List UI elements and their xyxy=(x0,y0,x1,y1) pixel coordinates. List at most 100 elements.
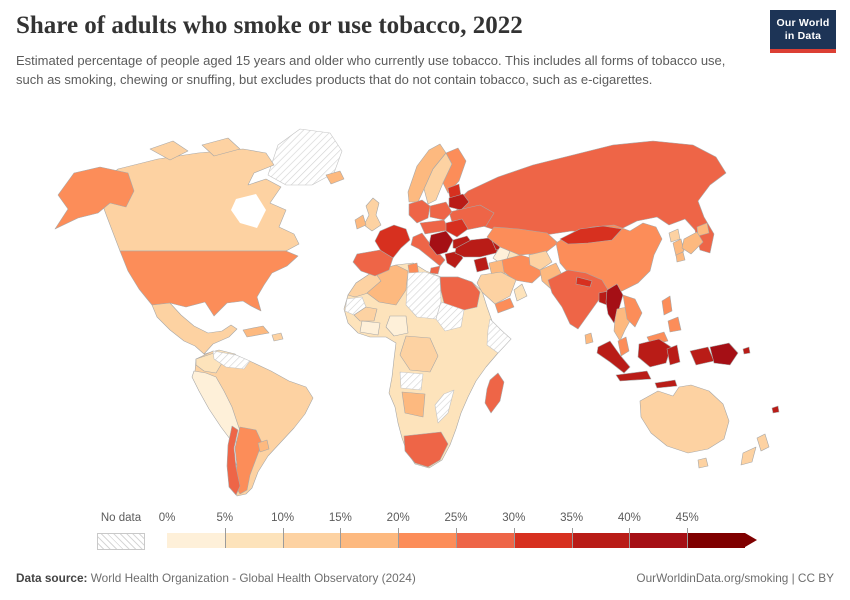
map-region-indonesia-lesser-sunda[interactable] xyxy=(654,379,678,389)
legend-bin-20[interactable] xyxy=(398,533,456,548)
owid-logo[interactable]: Our World in Data xyxy=(770,10,836,54)
map-region-south-africa[interactable] xyxy=(403,431,449,468)
owid-logo-line2: in Data xyxy=(784,30,822,43)
legend-tick-label: 15% xyxy=(328,512,352,524)
map-region-canada-island1[interactable] xyxy=(149,140,189,161)
map-region-spain[interactable] xyxy=(352,249,394,277)
data-source-value: World Health Organization - Global Healt… xyxy=(87,571,416,585)
map-region-namibia-botswana[interactable] xyxy=(401,391,426,418)
map-region-sicily[interactable] xyxy=(429,265,441,275)
map-region-hispaniola[interactable] xyxy=(271,332,284,342)
map-region-united-states[interactable] xyxy=(119,250,299,317)
legend-no-data: No data xyxy=(97,512,145,550)
legend-arrow xyxy=(745,533,757,547)
legend-bin-25[interactable] xyxy=(455,533,514,548)
map-region-yemen[interactable] xyxy=(494,297,515,314)
legend-bin-40[interactable] xyxy=(629,533,688,548)
map-region-balkans[interactable] xyxy=(428,230,454,256)
map-region-canada[interactable] xyxy=(95,148,300,252)
map-region-dr-congo[interactable] xyxy=(399,335,439,373)
map-region-south-korea[interactable] xyxy=(672,238,685,257)
map-region-uruguay[interactable] xyxy=(257,439,270,453)
map-region-somalia[interactable] xyxy=(486,318,512,354)
map-region-alaska[interactable] xyxy=(54,166,135,230)
chart-subtitle: Estimated percentage of people aged 15 y… xyxy=(16,53,726,87)
legend-bin-15[interactable] xyxy=(340,533,399,548)
legend-bin-45[interactable] xyxy=(687,533,745,548)
map-region-indonesia-kalimantan[interactable] xyxy=(637,338,672,368)
legend-no-data-label: No data xyxy=(100,512,142,524)
legend-tick-label: 35% xyxy=(560,512,584,524)
map-region-indonesia-sumatra[interactable] xyxy=(596,340,631,374)
map-region-united-kingdom[interactable] xyxy=(363,197,382,232)
legend-tick-labels: 0% 5% 10% 15% 20% 25% 30% 35% 40% 45% xyxy=(159,512,757,528)
map-region-ghana[interactable] xyxy=(359,320,381,336)
map-region-solomon-islands[interactable] xyxy=(742,346,751,355)
map-region-india[interactable] xyxy=(547,269,609,330)
map-region-vietnam-laos[interactable] xyxy=(622,294,643,328)
legend-bin-5[interactable] xyxy=(224,533,283,548)
map-region-fiji[interactable] xyxy=(771,405,780,414)
map-region-australia[interactable] xyxy=(639,384,730,454)
world-map xyxy=(0,115,850,505)
map-region-north-korea[interactable] xyxy=(668,228,681,243)
map-region-afghanistan[interactable] xyxy=(528,250,553,271)
page-title: Share of adults who smoke or use tobacco… xyxy=(16,12,523,39)
map-region-canada-island2[interactable] xyxy=(201,137,241,157)
map-region-mauritania[interactable] xyxy=(353,306,378,322)
data-source-label: Data source: xyxy=(16,571,88,585)
map-region-russia[interactable] xyxy=(452,140,727,254)
map-region-madagascar[interactable] xyxy=(484,372,505,414)
map-region-philippines-luzon[interactable] xyxy=(661,295,673,316)
map-region-romania[interactable] xyxy=(445,218,469,238)
map-region-angola[interactable] xyxy=(399,371,424,391)
legend-bin-35[interactable] xyxy=(571,533,630,548)
legend-bin-30[interactable] xyxy=(513,533,572,548)
map-region-nigeria[interactable] xyxy=(385,315,409,337)
map-region-nepal[interactable] xyxy=(575,276,593,288)
legend-tick-label: 5% xyxy=(216,512,234,524)
legend-tick-label: 0% xyxy=(158,512,176,524)
map-region-malaysia-peninsula[interactable] xyxy=(617,336,630,357)
map-region-egypt[interactable] xyxy=(439,276,481,311)
map-region-iceland[interactable] xyxy=(325,170,345,185)
map-region-philippines-mindanao[interactable] xyxy=(667,316,682,333)
map-region-sri-lanka[interactable] xyxy=(584,332,594,345)
map-region-ireland[interactable] xyxy=(354,214,367,230)
map-region-argentina[interactable] xyxy=(233,426,263,495)
legend-bin-0[interactable] xyxy=(167,533,225,548)
map-region-saudi-arabia[interactable] xyxy=(476,271,517,305)
legend-tick xyxy=(398,528,400,548)
map-region-mongolia[interactable] xyxy=(559,225,623,245)
map-region-cuba[interactable] xyxy=(242,325,270,338)
map-region-indonesia-java[interactable] xyxy=(615,370,652,382)
map-region-mozambique[interactable] xyxy=(434,389,455,424)
owid-logo-text: Our World in Data xyxy=(770,10,836,50)
map-region-chile[interactable] xyxy=(226,425,241,496)
map-region-france[interactable] xyxy=(374,224,411,259)
map-region-belarus[interactable] xyxy=(448,193,470,211)
map-region-venezuela[interactable] xyxy=(212,350,251,370)
map-region-germany[interactable] xyxy=(408,199,431,224)
map-region-new-zealand-south[interactable] xyxy=(740,446,757,466)
map-region-tasmania[interactable] xyxy=(697,457,709,469)
legend-bin-10[interactable] xyxy=(282,533,341,548)
map-region-oman[interactable] xyxy=(513,283,528,302)
map-region-greenland[interactable] xyxy=(267,128,343,186)
legend-tick xyxy=(340,528,342,548)
map-region-indonesia-sulawesi[interactable] xyxy=(666,344,681,366)
legend-tick xyxy=(224,528,226,548)
map-region-japan-honshu[interactable] xyxy=(681,231,704,255)
map-region-italy[interactable] xyxy=(410,232,446,267)
map-region-japan-kyushu[interactable] xyxy=(675,251,686,263)
map-region-mexico[interactable] xyxy=(151,302,238,355)
map-region-new-zealand-north[interactable] xyxy=(756,433,770,452)
rights-link[interactable]: OurWorldinData.org/smoking | CC BY xyxy=(636,571,834,585)
map-region-papua-new-guinea[interactable] xyxy=(709,342,739,366)
map-region-syria[interactable] xyxy=(473,256,490,273)
map-region-sudan[interactable] xyxy=(435,301,465,332)
map-region-poland[interactable] xyxy=(429,201,453,221)
legend-no-data-swatch[interactable] xyxy=(97,533,145,550)
legend-bar xyxy=(167,528,757,548)
